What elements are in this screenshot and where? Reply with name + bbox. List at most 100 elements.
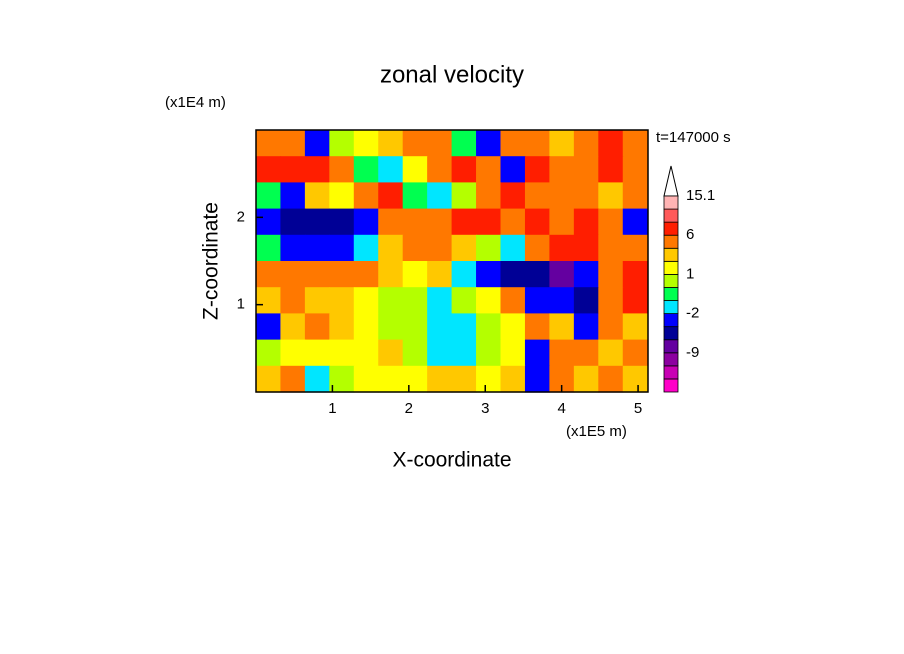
field-cell [280,234,306,262]
field-cell [427,182,453,210]
field-cell [378,339,404,367]
y-unit: (x1E4 m) [165,94,226,111]
field-cell [451,339,477,367]
field-cell [598,182,624,210]
field-cell [402,156,428,183]
colorbar-bin [663,313,679,328]
field-cell [524,365,551,393]
field-cell [622,208,648,236]
field-cell [402,261,428,288]
colorbar-bin [663,287,679,301]
field-cell [329,365,355,393]
field-cell [256,339,282,367]
field-cell [304,261,330,288]
field-cell [451,313,477,341]
x-tick-label: 4 [557,400,565,417]
field-cell [476,234,502,262]
field-cell [549,182,575,210]
colorbar-bin [663,352,679,367]
field-cell [402,234,428,262]
colorbar-tick-label: 6 [686,226,694,243]
field-cell [402,182,428,210]
field-cell [573,234,599,262]
field-cell [378,156,404,183]
field-cell [280,261,306,288]
field-cell [573,313,599,341]
field-cell [622,339,648,367]
time-annotation: t=147000 s [656,129,731,146]
field-cell [500,261,526,288]
field-cell [549,261,575,288]
field-cell [329,261,355,288]
field-cell [378,234,404,262]
field-cell [304,287,330,314]
colorbar-bin [663,260,679,275]
colorbar-bin [663,234,679,249]
field-cell [256,234,282,262]
field-cell [549,313,575,341]
field-cell [549,156,575,183]
field-cell [451,234,477,262]
field-cell [622,261,648,288]
x-tick-label: 2 [405,400,413,417]
field-cell [402,130,428,157]
field-cell [402,365,428,393]
field-cell [476,182,502,210]
field-cell [402,208,428,236]
colorbar-bin [663,221,679,236]
field-cell [500,365,526,393]
x-tick-label: 1 [328,400,336,417]
field-cell [622,156,648,183]
colorbar-bin [663,300,679,314]
field-cell [622,182,648,210]
field-cell [353,156,379,183]
field-cell [353,261,379,288]
field-cell [427,208,453,236]
field-cell [427,156,453,183]
field-cell [353,365,379,393]
field-cell [353,339,379,367]
colorbar-bin [663,195,679,210]
field-cell [524,208,551,236]
field-cell [573,287,599,314]
field-cell [524,339,551,367]
field-cell [378,313,404,341]
field-cell [427,234,453,262]
field-cell [622,365,648,393]
field-cell [476,130,502,157]
field-cell [573,182,599,210]
field-cell [304,156,330,183]
field-cell [329,313,355,341]
colorbar-bin [663,378,679,393]
colorbar-tick-label: 15.1 [686,187,715,204]
field-cell [524,130,551,157]
field-cell [476,287,502,314]
field-cell [500,313,526,341]
field-cell [476,365,502,393]
field-cell [573,130,599,157]
colorbar-tick-label: 1 [686,265,694,282]
field-cell [329,156,355,183]
field-cell [256,182,282,210]
field-cell [280,130,306,157]
field-cell [304,339,330,367]
field-cell [500,182,526,210]
y-tick-label: 2 [237,208,245,225]
field-cell [524,287,551,314]
field-cell [353,234,379,262]
field-cell [402,339,428,367]
chart-title: zonal velocity [380,61,524,88]
field-cell [598,261,624,288]
field-cell [622,313,648,341]
field-cell [256,287,282,314]
field-cell [598,339,624,367]
x-unit: (x1E5 m) [566,423,627,440]
field-cell [304,313,330,341]
field-cell [378,208,404,236]
field-cell [598,287,624,314]
field-cell [256,365,282,393]
field-cell [573,156,599,183]
field-cell [476,208,502,236]
colorbar-bin [663,273,679,288]
colorbar-tick-label: -9 [686,344,699,361]
